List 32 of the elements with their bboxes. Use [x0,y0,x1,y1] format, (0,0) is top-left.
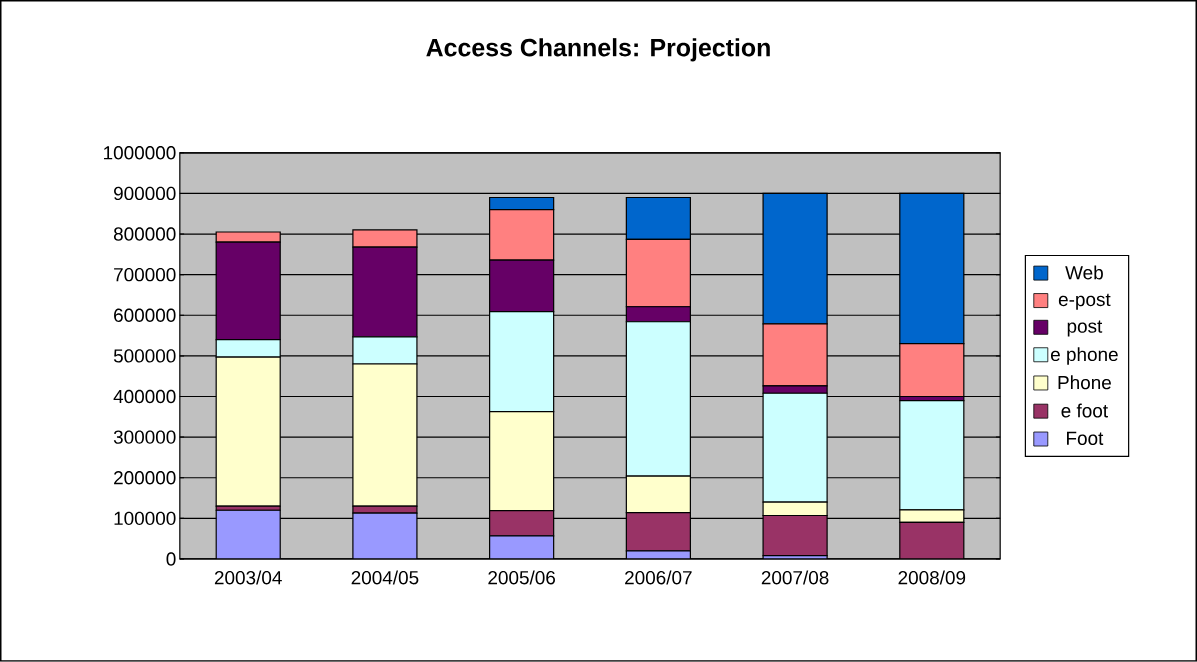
legend-label: Phone [1058,375,1111,390]
bar [215,509,281,560]
legend-label: Foot [1067,431,1104,446]
y-tick-label: 200000 [114,471,176,485]
x-tick-label: 2008/09 [898,570,966,585]
bar [762,515,828,557]
y-tick-label: 900000 [114,186,176,201]
x-tick-label: 2005/06 [488,570,556,585]
bar [352,512,418,560]
legend-label: post [1067,320,1103,337]
x-tick-label: 2004/05 [351,570,419,585]
legend-label: e foot [1061,403,1108,418]
bar [899,521,965,560]
bar [625,512,691,552]
chart-title: Access Channels: Projection [426,38,770,62]
x-tick-label: 2003/04 [214,570,282,585]
bar [489,535,555,560]
x-tick-label: 2006/07 [625,570,692,585]
y-tick-label: 1000000 [104,146,176,160]
legend-label: Web [1065,265,1103,280]
y-tick-label: 100000 [114,511,176,526]
y-tick-label: 0 [166,552,176,566]
y-tick-label: 400000 [113,389,176,404]
legend-label: e phone [1050,347,1118,365]
y-tick-label: 600000 [114,308,176,323]
y-tick-label: 700000 [114,268,176,282]
y-tick-label: 300000 [113,430,176,444]
y-tick-label: 500000 [113,349,176,363]
bar [489,510,555,537]
y-tick-label: 800000 [113,227,176,241]
legend-label: e-post [1058,293,1111,310]
x-tick-label: 2007/08 [761,570,829,585]
